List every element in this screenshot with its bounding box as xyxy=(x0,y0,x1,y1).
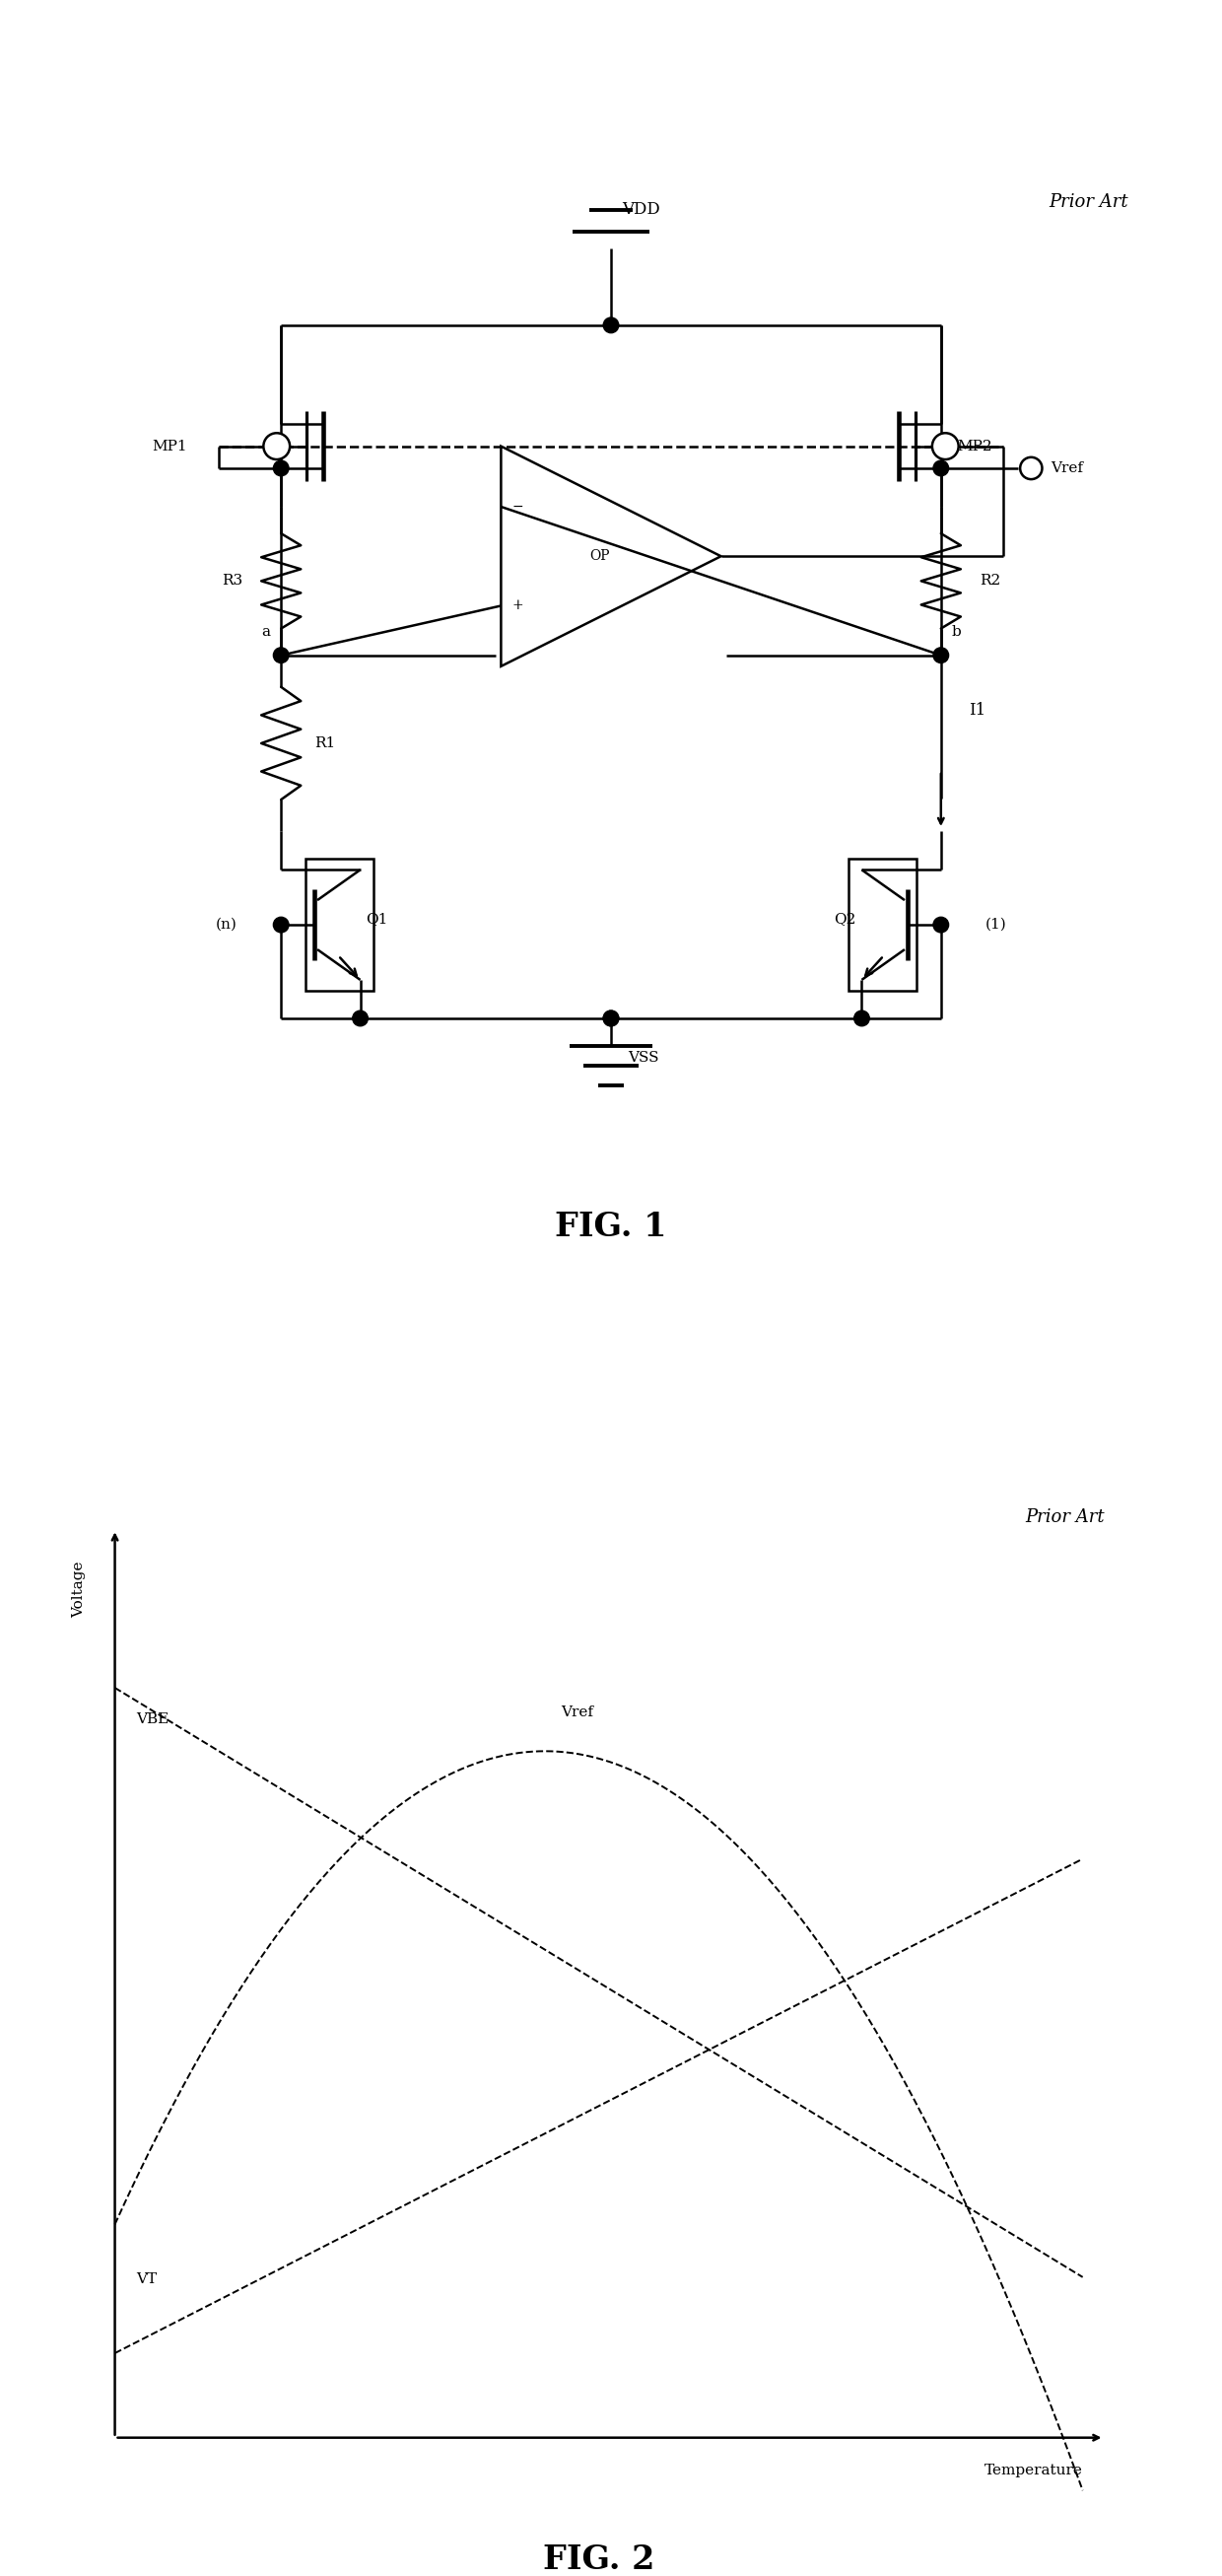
Text: Prior Art: Prior Art xyxy=(1048,193,1128,211)
Circle shape xyxy=(932,433,958,459)
Text: MP2: MP2 xyxy=(958,440,992,453)
Text: (n): (n) xyxy=(215,917,237,933)
Text: VBE: VBE xyxy=(137,1713,169,1726)
Text: Vref: Vref xyxy=(561,1705,594,1721)
Circle shape xyxy=(274,461,288,477)
Circle shape xyxy=(934,461,948,477)
Text: OP: OP xyxy=(590,549,610,564)
Circle shape xyxy=(604,317,618,332)
Text: R3: R3 xyxy=(221,574,242,587)
Text: VT: VT xyxy=(137,2272,158,2285)
Circle shape xyxy=(264,433,290,459)
Text: Temperature: Temperature xyxy=(984,2465,1083,2478)
Text: MP1: MP1 xyxy=(153,440,188,453)
Text: R2: R2 xyxy=(980,574,1001,587)
Text: Vref: Vref xyxy=(1051,461,1084,474)
Circle shape xyxy=(604,1010,618,1025)
Text: I1: I1 xyxy=(968,701,985,719)
Text: +: + xyxy=(512,598,523,613)
Text: Voltage: Voltage xyxy=(72,1561,86,1618)
Circle shape xyxy=(854,1010,870,1025)
Text: Q2: Q2 xyxy=(835,912,857,927)
Circle shape xyxy=(934,917,948,933)
Circle shape xyxy=(604,1010,618,1025)
Text: a: a xyxy=(262,626,270,639)
Circle shape xyxy=(274,647,288,662)
Circle shape xyxy=(934,647,948,662)
Text: FIG. 2: FIG. 2 xyxy=(543,2543,655,2576)
Text: (1): (1) xyxy=(985,917,1007,933)
Circle shape xyxy=(1020,456,1042,479)
Text: Prior Art: Prior Art xyxy=(1025,1510,1105,1525)
Text: R1: R1 xyxy=(314,737,335,750)
Circle shape xyxy=(274,917,288,933)
Text: VSS: VSS xyxy=(628,1051,659,1064)
Text: −: − xyxy=(512,500,523,513)
Bar xyxy=(848,858,916,992)
Text: Q1: Q1 xyxy=(365,912,387,927)
Text: VDD: VDD xyxy=(622,201,660,216)
Text: FIG. 1: FIG. 1 xyxy=(555,1211,667,1244)
Text: b: b xyxy=(952,626,962,639)
Circle shape xyxy=(353,1010,368,1025)
Bar xyxy=(306,858,374,992)
